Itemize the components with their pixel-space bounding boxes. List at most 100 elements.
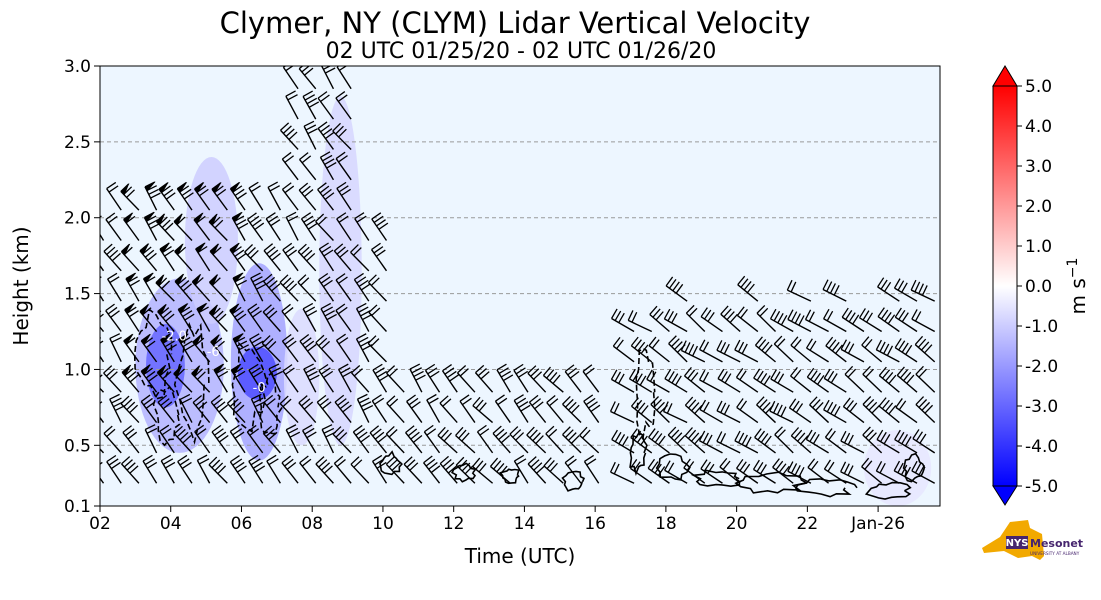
wind-barb-feather: [614, 310, 622, 321]
wind-barb-feather: [285, 211, 297, 218]
wind-barb-staff: [298, 68, 317, 90]
wind-barb-feather: [339, 249, 349, 258]
wind-barb-feather: [759, 307, 769, 317]
wind-barb-staff: [912, 438, 936, 454]
wind-barb-feather: [100, 459, 101, 460]
wind-barb-feather: [127, 371, 137, 380]
wind-barb-feather: [266, 246, 276, 255]
wind-barb-feather: [898, 400, 907, 411]
wind-barb-feather: [813, 372, 822, 383]
wind-barb-feather: [406, 394, 416, 402]
colorbar: 5.0 4.0 3.0 2.0 1.0 0.0 -1.0 -2.0 -3.0 -4.0 -5.0 m…: [992, 65, 1090, 506]
contour-line: [734, 471, 808, 494]
wind-barb-feather: [307, 343, 317, 352]
wind-barb-feather: [108, 458, 119, 466]
wind-barb-flag: [156, 213, 166, 226]
wind-barb-feather: [322, 306, 333, 313]
wind-barb-feather: [817, 375, 825, 385]
wind-barb-feather: [270, 367, 282, 374]
y-tick-label: 2.5: [64, 133, 91, 153]
wind-barb-feather: [777, 429, 786, 438]
wind-barb-feather: [266, 454, 277, 462]
wind-barb-feather: [423, 455, 433, 464]
wind-barb-feather: [769, 308, 777, 320]
wind-barb-feather: [287, 94, 298, 101]
wind-barb-feather: [833, 405, 841, 417]
wind-barb-feather: [147, 461, 158, 469]
wind-barb-feather: [266, 398, 276, 407]
wind-barb-feather: [353, 459, 363, 468]
wind-barb-feather: [915, 431, 923, 442]
wind-barb-feather: [670, 429, 680, 439]
wind-barb-feather: [787, 461, 794, 472]
wind-barb-staff: [298, 159, 317, 181]
wind-barb-feather: [378, 222, 389, 230]
wind-barb-feather: [164, 340, 175, 348]
wind-barb-feather: [386, 395, 396, 404]
wind-barb-feather: [516, 458, 527, 466]
wind-barb-feather: [443, 432, 452, 442]
wind-barb-feather: [475, 399, 484, 409]
wind-barb-feather: [634, 339, 642, 349]
wind-barb-feather: [284, 458, 294, 467]
wind-barb-feather: [107, 215, 118, 224]
wind-barb-feather: [360, 340, 371, 347]
colorbar-label: m s−1: [1065, 258, 1090, 315]
wind-barb-feather: [688, 343, 695, 355]
wind-barb-feather: [323, 465, 333, 474]
wind-barb-feather: [865, 368, 874, 378]
x-tick-label: 12: [443, 514, 465, 534]
wind-barb-feather: [910, 279, 917, 291]
wind-barb-feather: [336, 181, 347, 189]
wind-barb-feather: [875, 339, 882, 351]
wind-barb-feather: [760, 464, 767, 475]
wind-barb-feather: [372, 428, 382, 437]
wind-barb-feather: [651, 430, 659, 441]
wind-barb-feather: [429, 370, 440, 378]
wind-barb-feather: [181, 397, 193, 404]
colorbar-tick-label: -1.0: [1025, 317, 1058, 337]
wind-barb-staff: [265, 218, 281, 241]
wind-barb-feather: [903, 371, 912, 382]
wind-barb-feather: [516, 397, 527, 405]
wind-barb-feather: [882, 369, 891, 379]
wind-barb-feather: [734, 430, 741, 442]
wind-barb-feather: [808, 311, 815, 322]
wind-barb-feather: [723, 343, 730, 355]
wind-barb-feather: [252, 219, 262, 227]
wind-barb-staff: [354, 218, 370, 241]
wind-barb-feather: [307, 222, 318, 230]
wind-barb-feather: [893, 460, 901, 472]
wind-barb-feather: [362, 405, 374, 411]
colorbar-tick-label: -3.0: [1025, 397, 1058, 417]
wind-barb-feather: [668, 279, 677, 289]
wind-barb-feather: [324, 158, 335, 166]
wind-barb-flag: [125, 272, 137, 284]
wind-barb-feather: [699, 399, 707, 410]
wind-barb-feather: [409, 462, 419, 471]
wind-barb-staff: [191, 372, 211, 393]
wind-barb-feather: [252, 370, 264, 378]
wind-barb-feather: [862, 310, 870, 321]
chart-subtitle: 02 UTC 01/25/20 - 02 UTC 01/26/20: [326, 39, 717, 64]
wind-barb-feather: [609, 401, 616, 412]
wind-barb-feather: [123, 398, 133, 408]
wind-barb-feather: [862, 426, 871, 436]
wind-barb-flag: [121, 243, 131, 256]
wind-barb-feather: [885, 372, 894, 382]
wind-barb-feather: [901, 282, 908, 293]
wind-barb-feather: [804, 309, 812, 320]
contour-line: [133, 308, 173, 400]
wind-barb-feather: [823, 459, 831, 470]
wind-barb-flag: [174, 213, 183, 226]
wind-barb-feather: [562, 395, 571, 405]
wind-barb-feather: [458, 429, 467, 439]
wind-barb-staff: [179, 399, 193, 423]
wind-barb-feather: [106, 181, 117, 190]
wind-barb-feather: [895, 398, 903, 408]
wind-barb-staff: [861, 344, 883, 363]
wind-barb-feather: [428, 462, 438, 470]
wind-barb-feather: [165, 313, 175, 322]
wind-barb-feather: [680, 340, 687, 351]
wind-barb-staff: [611, 378, 635, 393]
